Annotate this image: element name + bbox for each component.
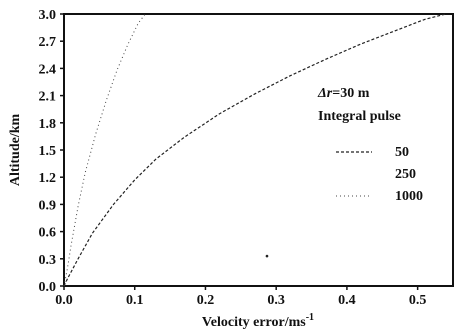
x-tick-label: 0.3	[267, 293, 285, 308]
y-tick-label: 0.3	[39, 253, 57, 268]
y-tick-label: 0.9	[39, 198, 57, 213]
legend-label-50: 50	[395, 145, 409, 160]
series-250	[63, 13, 146, 287]
y-tick-label: 0.0	[39, 280, 57, 295]
x-axis-ticks: 0.0 0.1 0.2 0.3 0.4 0.5	[55, 286, 426, 308]
x-tick-label: 0.4	[338, 293, 356, 308]
series-1000	[265, 254, 269, 258]
y-axis-title: Altitude/km	[8, 113, 23, 186]
x-tick-label: 0.0	[55, 293, 73, 308]
x-tick-label: 0.5	[409, 293, 427, 308]
series-layer	[63, 13, 447, 287]
x-axis-title: Velocity error/ms-1	[202, 312, 314, 330]
y-tick-label: 0.6	[39, 226, 57, 241]
legend-header-line1: Δr=30 m	[317, 86, 370, 101]
x-tick-label: 0.2	[197, 293, 215, 308]
legend-label-250: 250	[395, 167, 416, 182]
legend-item-50: 50	[336, 145, 409, 160]
y-axis-ticks: 0.0 0.3 0.6 0.9 1.2 1.5 1.8 2.1 2.4 2.7 3.0	[39, 8, 64, 295]
y-tick-label: 3.0	[39, 8, 57, 23]
series-50	[63, 13, 447, 287]
legend-item-250: 250	[395, 167, 416, 182]
legend-item-1000: 1000	[336, 189, 423, 204]
series-point-1000	[265, 254, 269, 258]
y-tick-label: 2.4	[39, 62, 57, 77]
legend: Δr=30 m Integral pulse 50 250 1000	[317, 86, 423, 204]
x-axis-title-superscript: -1	[306, 312, 314, 323]
series-line-250	[63, 13, 146, 287]
y-tick-label: 1.8	[39, 117, 57, 132]
y-tick-label: 2.7	[39, 35, 57, 50]
x-tick-label: 0.1	[126, 293, 144, 308]
legend-header-line2: Integral pulse	[318, 109, 401, 124]
y-tick-label: 1.5	[39, 144, 57, 159]
y-tick-label: 2.1	[39, 90, 57, 105]
y-tick-label: 1.2	[39, 171, 57, 186]
series-line-50	[63, 13, 447, 287]
legend-label-1000: 1000	[395, 189, 423, 204]
